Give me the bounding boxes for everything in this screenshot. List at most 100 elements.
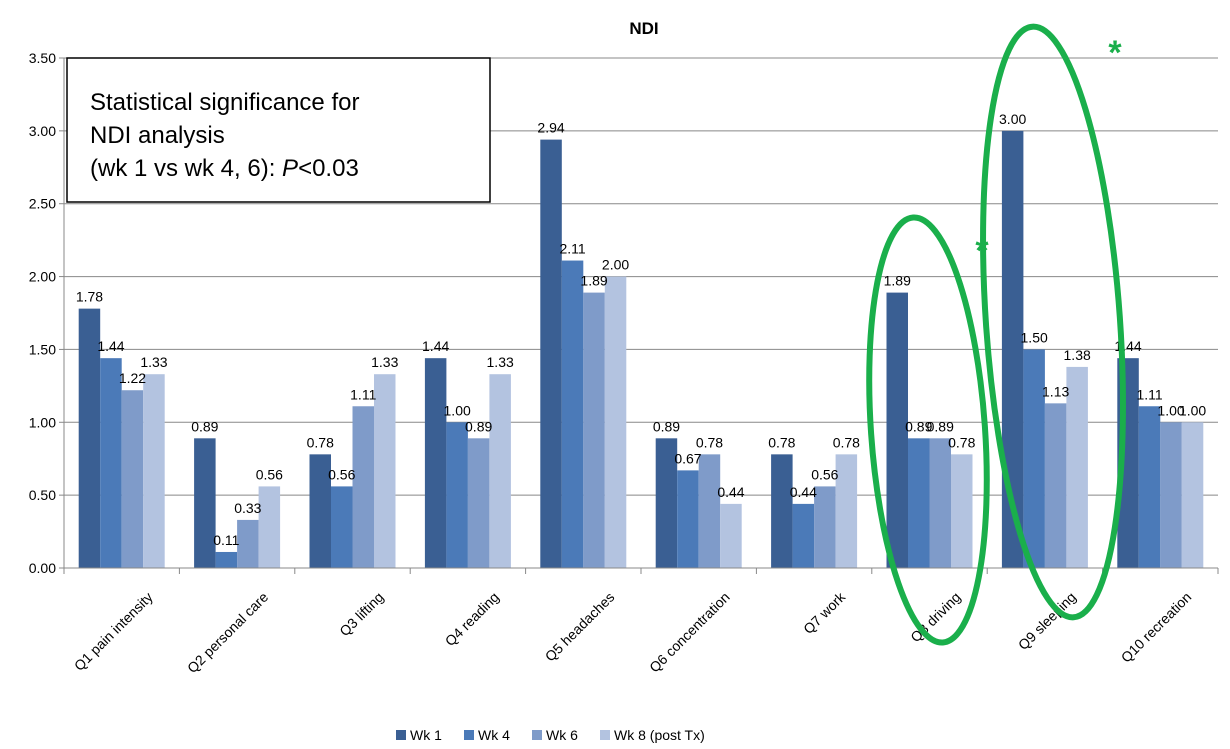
data-label: 1.11 [350, 386, 376, 402]
chart-title: NDI [629, 19, 658, 38]
data-label: 1.00 [1179, 402, 1206, 418]
data-label: 0.78 [696, 434, 723, 450]
data-label: 0.33 [234, 500, 261, 516]
bar [489, 374, 511, 568]
data-label: 0.89 [191, 418, 218, 434]
data-label: 0.56 [328, 466, 355, 482]
bar [78, 308, 101, 568]
data-label: 1.89 [580, 273, 607, 289]
bar [194, 438, 216, 568]
y-tick-label: 2.00 [29, 269, 56, 285]
y-tick-label: 1.00 [29, 414, 56, 430]
bar [215, 551, 238, 568]
data-label: 1.33 [140, 354, 167, 370]
category-label: Q6 concentration [646, 589, 733, 676]
bar [258, 486, 281, 568]
data-label: 1.89 [884, 273, 911, 289]
bar [720, 503, 742, 568]
y-tick-label: 3.50 [29, 50, 56, 66]
bar [698, 454, 721, 568]
data-label: 0.11 [213, 532, 239, 548]
annotation-line-2: NDI analysis [90, 122, 225, 149]
legend: Wk 1 Wk 4 Wk 6 Wk 8 (post Tx) [396, 727, 705, 743]
data-label: 1.33 [487, 354, 514, 370]
bar [655, 438, 678, 568]
category-label: Q4 reading [442, 589, 502, 649]
data-label: 3.00 [999, 111, 1026, 127]
legend-label: Wk 8 (post Tx) [614, 727, 705, 743]
bar [1160, 422, 1182, 568]
annotation-p-symbol: P [282, 155, 298, 182]
bar [835, 454, 858, 568]
bar [309, 454, 331, 568]
legend-swatch [532, 730, 542, 740]
annotation-line-3: (wk 1 vs wk 4, 6): P<0.03 [90, 155, 359, 182]
category-label: Q1 pain intensity [71, 589, 156, 674]
data-label: 1.44 [97, 338, 124, 354]
x-axis-categories: Q1 pain intensity Q2 personal care Q3 lift… [71, 588, 1195, 676]
legend-swatch [396, 730, 406, 740]
axes [63, 58, 1219, 574]
highlight-ellipse-driving [866, 214, 990, 646]
category-label: Q5 headaches [542, 589, 618, 665]
bar [1023, 349, 1045, 568]
bar [792, 503, 815, 568]
data-label: 1.00 [1157, 402, 1184, 418]
data-label: 0.78 [948, 434, 975, 450]
bar [929, 438, 951, 568]
data-label: 0.78 [833, 434, 860, 450]
y-tick-label: 0.50 [29, 487, 56, 503]
bar [424, 358, 447, 568]
annotation-box: Statistical significance for NDI analysi… [66, 57, 491, 203]
bar [908, 438, 930, 568]
significance-star-driving: * [975, 232, 989, 270]
bar [604, 276, 627, 568]
legend-label: Wk 6 [546, 727, 578, 743]
bar [237, 519, 259, 568]
bar [446, 422, 468, 568]
bar [583, 292, 605, 568]
legend-swatch [600, 730, 610, 740]
data-label: 0.44 [790, 484, 817, 500]
data-label: 1.13 [1042, 383, 1069, 399]
data-label: 2.11 [559, 241, 585, 257]
data-label: 1.78 [76, 289, 103, 305]
data-label: 1.22 [119, 370, 146, 386]
bar [1044, 403, 1067, 568]
category-label: Q10 recreation [1118, 589, 1195, 666]
data-label: 0.89 [465, 418, 492, 434]
data-label: 0.67 [674, 450, 701, 466]
y-tick-label: 2.50 [29, 196, 56, 212]
highlight-ellipse-sleeping [980, 23, 1126, 621]
data-label: 1.33 [371, 354, 398, 370]
bar [352, 406, 374, 568]
bar [951, 454, 973, 568]
category-label: Q7 work [800, 588, 849, 637]
annotation-frame [66, 57, 491, 203]
data-label: 0.56 [811, 466, 838, 482]
significance-highlights: * * [866, 23, 1126, 646]
y-axis-ticks: 0.00 0.50 1.00 1.50 2.00 2.50 3.00 3.50 [29, 50, 64, 576]
data-label: 0.78 [768, 434, 795, 450]
bar [1181, 422, 1204, 568]
data-label: 0.89 [905, 418, 932, 434]
bar [540, 139, 562, 568]
data-label: 1.44 [422, 338, 449, 354]
bar [677, 470, 699, 568]
data-label: 1.50 [1021, 329, 1048, 345]
bar [331, 486, 353, 568]
bars [78, 130, 1204, 568]
y-tick-label: 1.50 [29, 341, 56, 357]
data-label: 0.56 [256, 466, 283, 482]
data-label: 2.94 [537, 120, 564, 136]
data-label: 1.00 [444, 402, 471, 418]
data-label: 2.00 [602, 257, 629, 273]
legend-label: Wk 1 [410, 727, 442, 743]
bar [121, 390, 144, 568]
bar [374, 374, 396, 568]
legend-swatch [464, 730, 474, 740]
annotation-line-1: Statistical significance for [90, 89, 359, 116]
category-label: Q3 lifting [336, 589, 386, 639]
bar [1138, 406, 1161, 568]
